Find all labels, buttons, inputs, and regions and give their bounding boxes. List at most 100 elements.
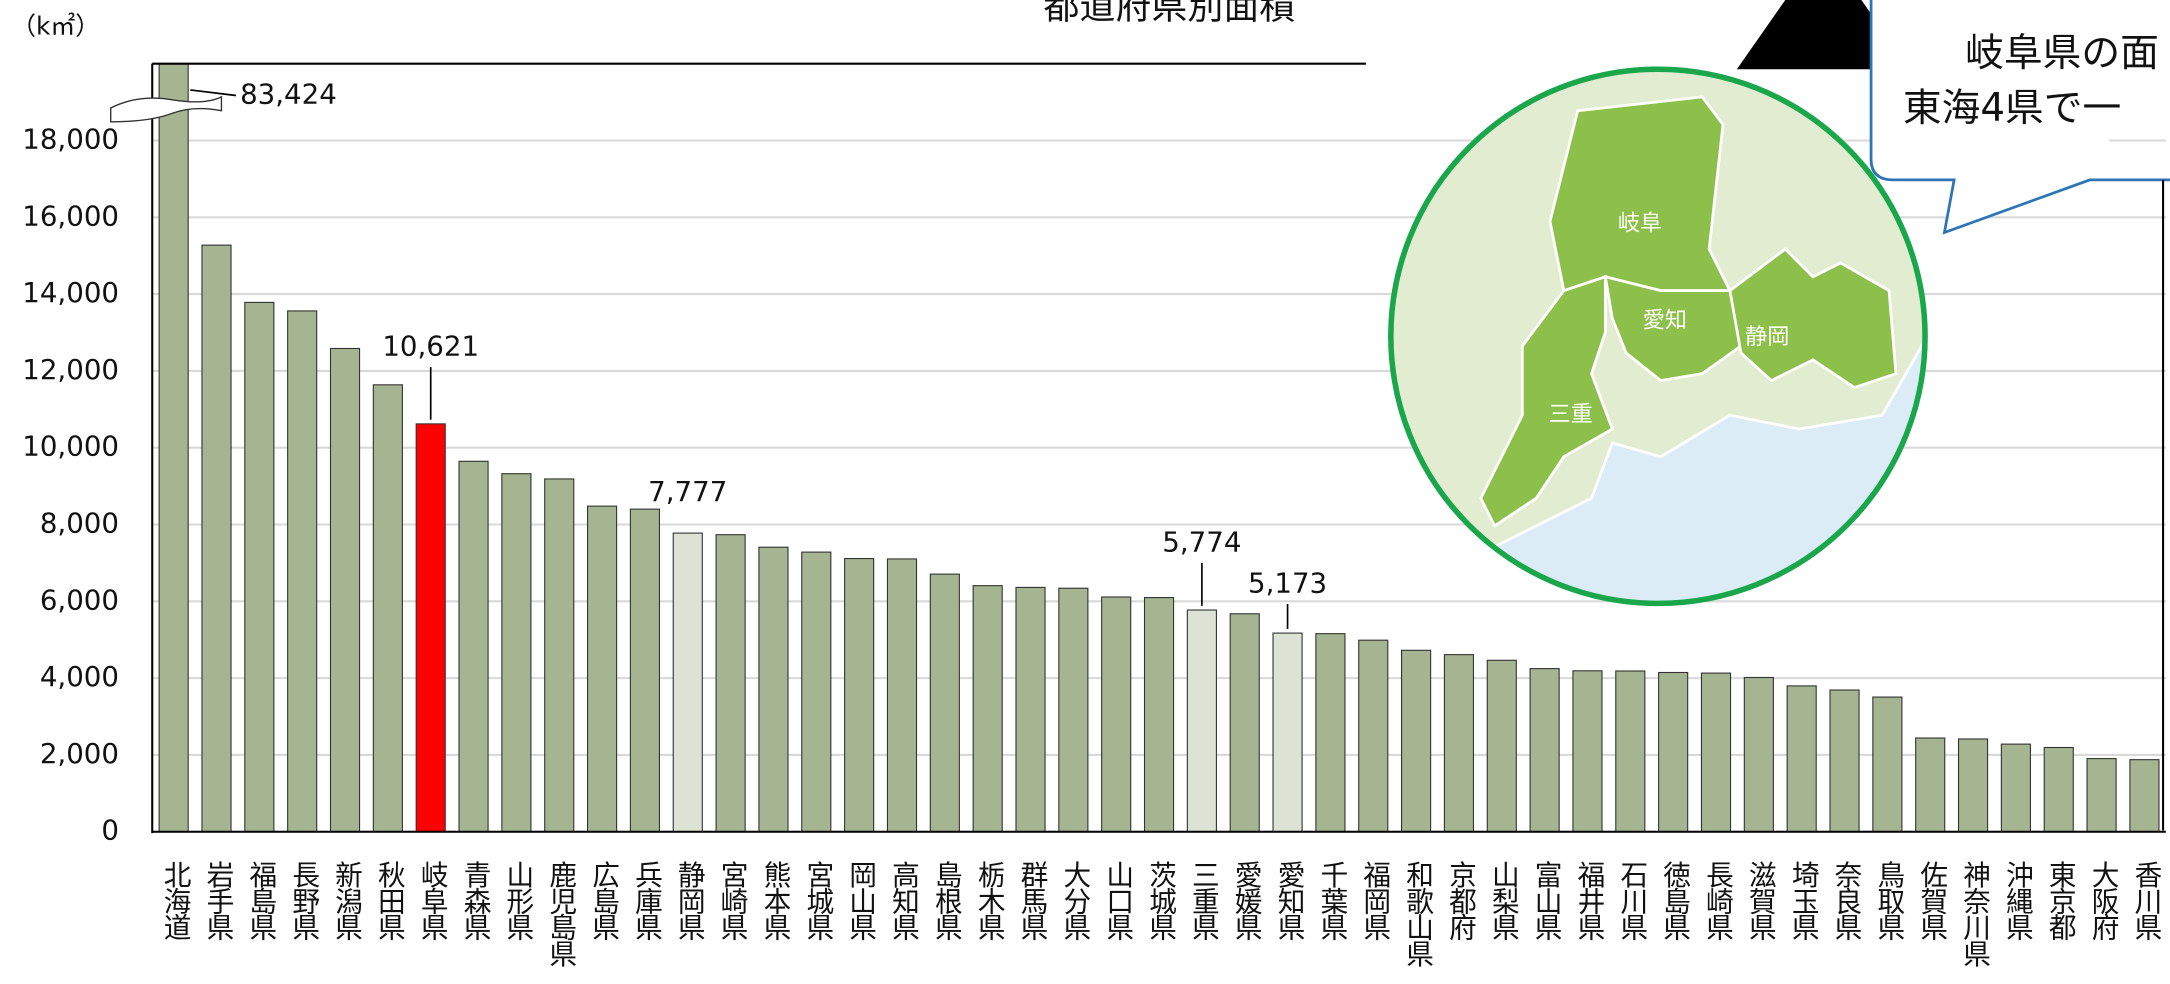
x-tick-label: 石川県 (1615, 861, 1648, 941)
x-tick-label: 千葉県 (1315, 861, 1348, 941)
x-tick-label: 新潟県 (330, 861, 363, 941)
bar (158, 63, 189, 833)
x-tick-label: 北海道 (159, 861, 192, 941)
axis-break (110, 95, 223, 123)
bar (329, 347, 361, 833)
bar (544, 478, 575, 833)
data-label: 5,173 (1248, 567, 1327, 600)
bar (1829, 689, 1860, 833)
bar (886, 558, 918, 833)
y-tick-label: 0 (101, 814, 119, 847)
bar (929, 573, 960, 833)
x-tick-label: 宮崎県 (716, 861, 749, 941)
bar (501, 473, 532, 833)
bar (715, 534, 746, 833)
x-tick-label: 茨城県 (1144, 861, 1177, 941)
x-tick-label: 高知県 (887, 861, 920, 941)
x-tick-label: 長崎県 (1701, 861, 1734, 941)
bar (1272, 632, 1303, 833)
y-tick-label: 16,000 (22, 199, 119, 232)
bar (415, 423, 446, 833)
x-tick-label: 熊本県 (758, 861, 791, 941)
x-tick-label: 静岡県 (673, 861, 706, 941)
bar (1957, 738, 1989, 833)
map-label: 三重 (1549, 402, 1593, 428)
bar (2129, 759, 2160, 833)
map-aichi (1603, 274, 1743, 383)
data-label: 10,621 (382, 330, 479, 363)
bar (1358, 639, 1389, 833)
bar (586, 505, 618, 833)
x-tick-label: 愛媛県 (1230, 861, 1263, 941)
x-tick-label: 鹿児島県 (544, 861, 577, 967)
callout-text: 東海4県で一 (1903, 86, 2121, 131)
x-tick-label: 愛知県 (1273, 861, 1306, 941)
y-tick-label: 4,000 (40, 660, 119, 693)
x-tick-label: 福島県 (244, 861, 277, 941)
x-tick-label: 沖縄県 (2001, 861, 2034, 941)
bar (1443, 654, 1475, 833)
x-tick-label: 東京都 (2044, 861, 2077, 941)
bar (972, 585, 1003, 833)
bar (458, 460, 489, 833)
map: 岐阜 愛知 静岡 三重 (1388, 66, 1928, 607)
bar (372, 384, 403, 833)
x-tick-label: 三重県 (1187, 861, 1220, 941)
map-label: 静岡 (1745, 324, 1789, 350)
bar (801, 551, 832, 833)
x-tick-label: 大阪府 (2087, 861, 2120, 941)
x-tick-label: 山梨県 (1487, 861, 1520, 941)
x-tick-label: 福岡県 (1358, 861, 1391, 941)
x-tick-label: 山口県 (1101, 861, 1134, 941)
y-tick-label: 8,000 (40, 507, 119, 540)
bar (201, 244, 232, 833)
labels: 0 2,000 4,000 6,000 8,000 10,000 12,000 14,000 1… (22, 78, 2162, 968)
bar (1529, 668, 1560, 833)
x-tick-label: 兵庫県 (630, 861, 663, 941)
x-tick-label: 青森県 (459, 861, 492, 941)
x-tick-label: 富山県 (1530, 861, 1563, 941)
x-tick-label: 山形県 (501, 861, 534, 941)
x-tick-label: 大分県 (1058, 861, 1091, 941)
x-tick-label: 島根県 (930, 861, 963, 941)
x-tick-label: 徳島県 (1658, 861, 1691, 941)
x-tick-label: 栃木県 (973, 861, 1006, 941)
x-tick-label: 岩手県 (201, 861, 234, 941)
bars (158, 63, 2160, 833)
bar (1401, 649, 1432, 833)
bar (2086, 758, 2117, 833)
bar (1700, 672, 1732, 833)
x-tick-label: 京都府 (1444, 861, 1477, 941)
bar (629, 508, 661, 833)
map-shizuoka (1728, 247, 1898, 390)
bar (2000, 743, 2031, 833)
bar (1486, 659, 1517, 833)
x-tick-label: 佐賀県 (1915, 861, 1948, 941)
x-tick-label: 奈良県 (1830, 861, 1863, 941)
bar (1058, 587, 1089, 833)
data-label: 7,777 (648, 475, 727, 508)
bar (1143, 597, 1175, 833)
x-tick-label: 福井県 (1572, 861, 1605, 941)
bar (672, 532, 703, 833)
bar (1915, 737, 1946, 833)
bar (1872, 696, 1903, 833)
bar (2043, 746, 2074, 833)
bar (1572, 670, 1603, 833)
x-tick-label: 長野県 (287, 861, 320, 941)
x-tick-label: 岐阜県 (416, 861, 449, 941)
bar (1229, 613, 1260, 833)
bar (1101, 596, 1132, 833)
x-tick-label: 香川県 (2129, 861, 2162, 941)
x-tick-label: 鳥取県 (1872, 861, 1905, 941)
y-unit: （k㎡） (11, 12, 100, 41)
callout (1869, 0, 2170, 235)
x-tick-label: 滋賀県 (1744, 861, 1777, 941)
x-tick-label: 群馬県 (1016, 861, 1049, 941)
y-tick-label: 18,000 (22, 122, 119, 155)
y-tick-label: 14,000 (22, 276, 119, 309)
map-label: 岐阜 (1618, 211, 1662, 237)
y-tick-label: 10,000 (22, 430, 119, 463)
map-label: 愛知 (1643, 308, 1687, 334)
